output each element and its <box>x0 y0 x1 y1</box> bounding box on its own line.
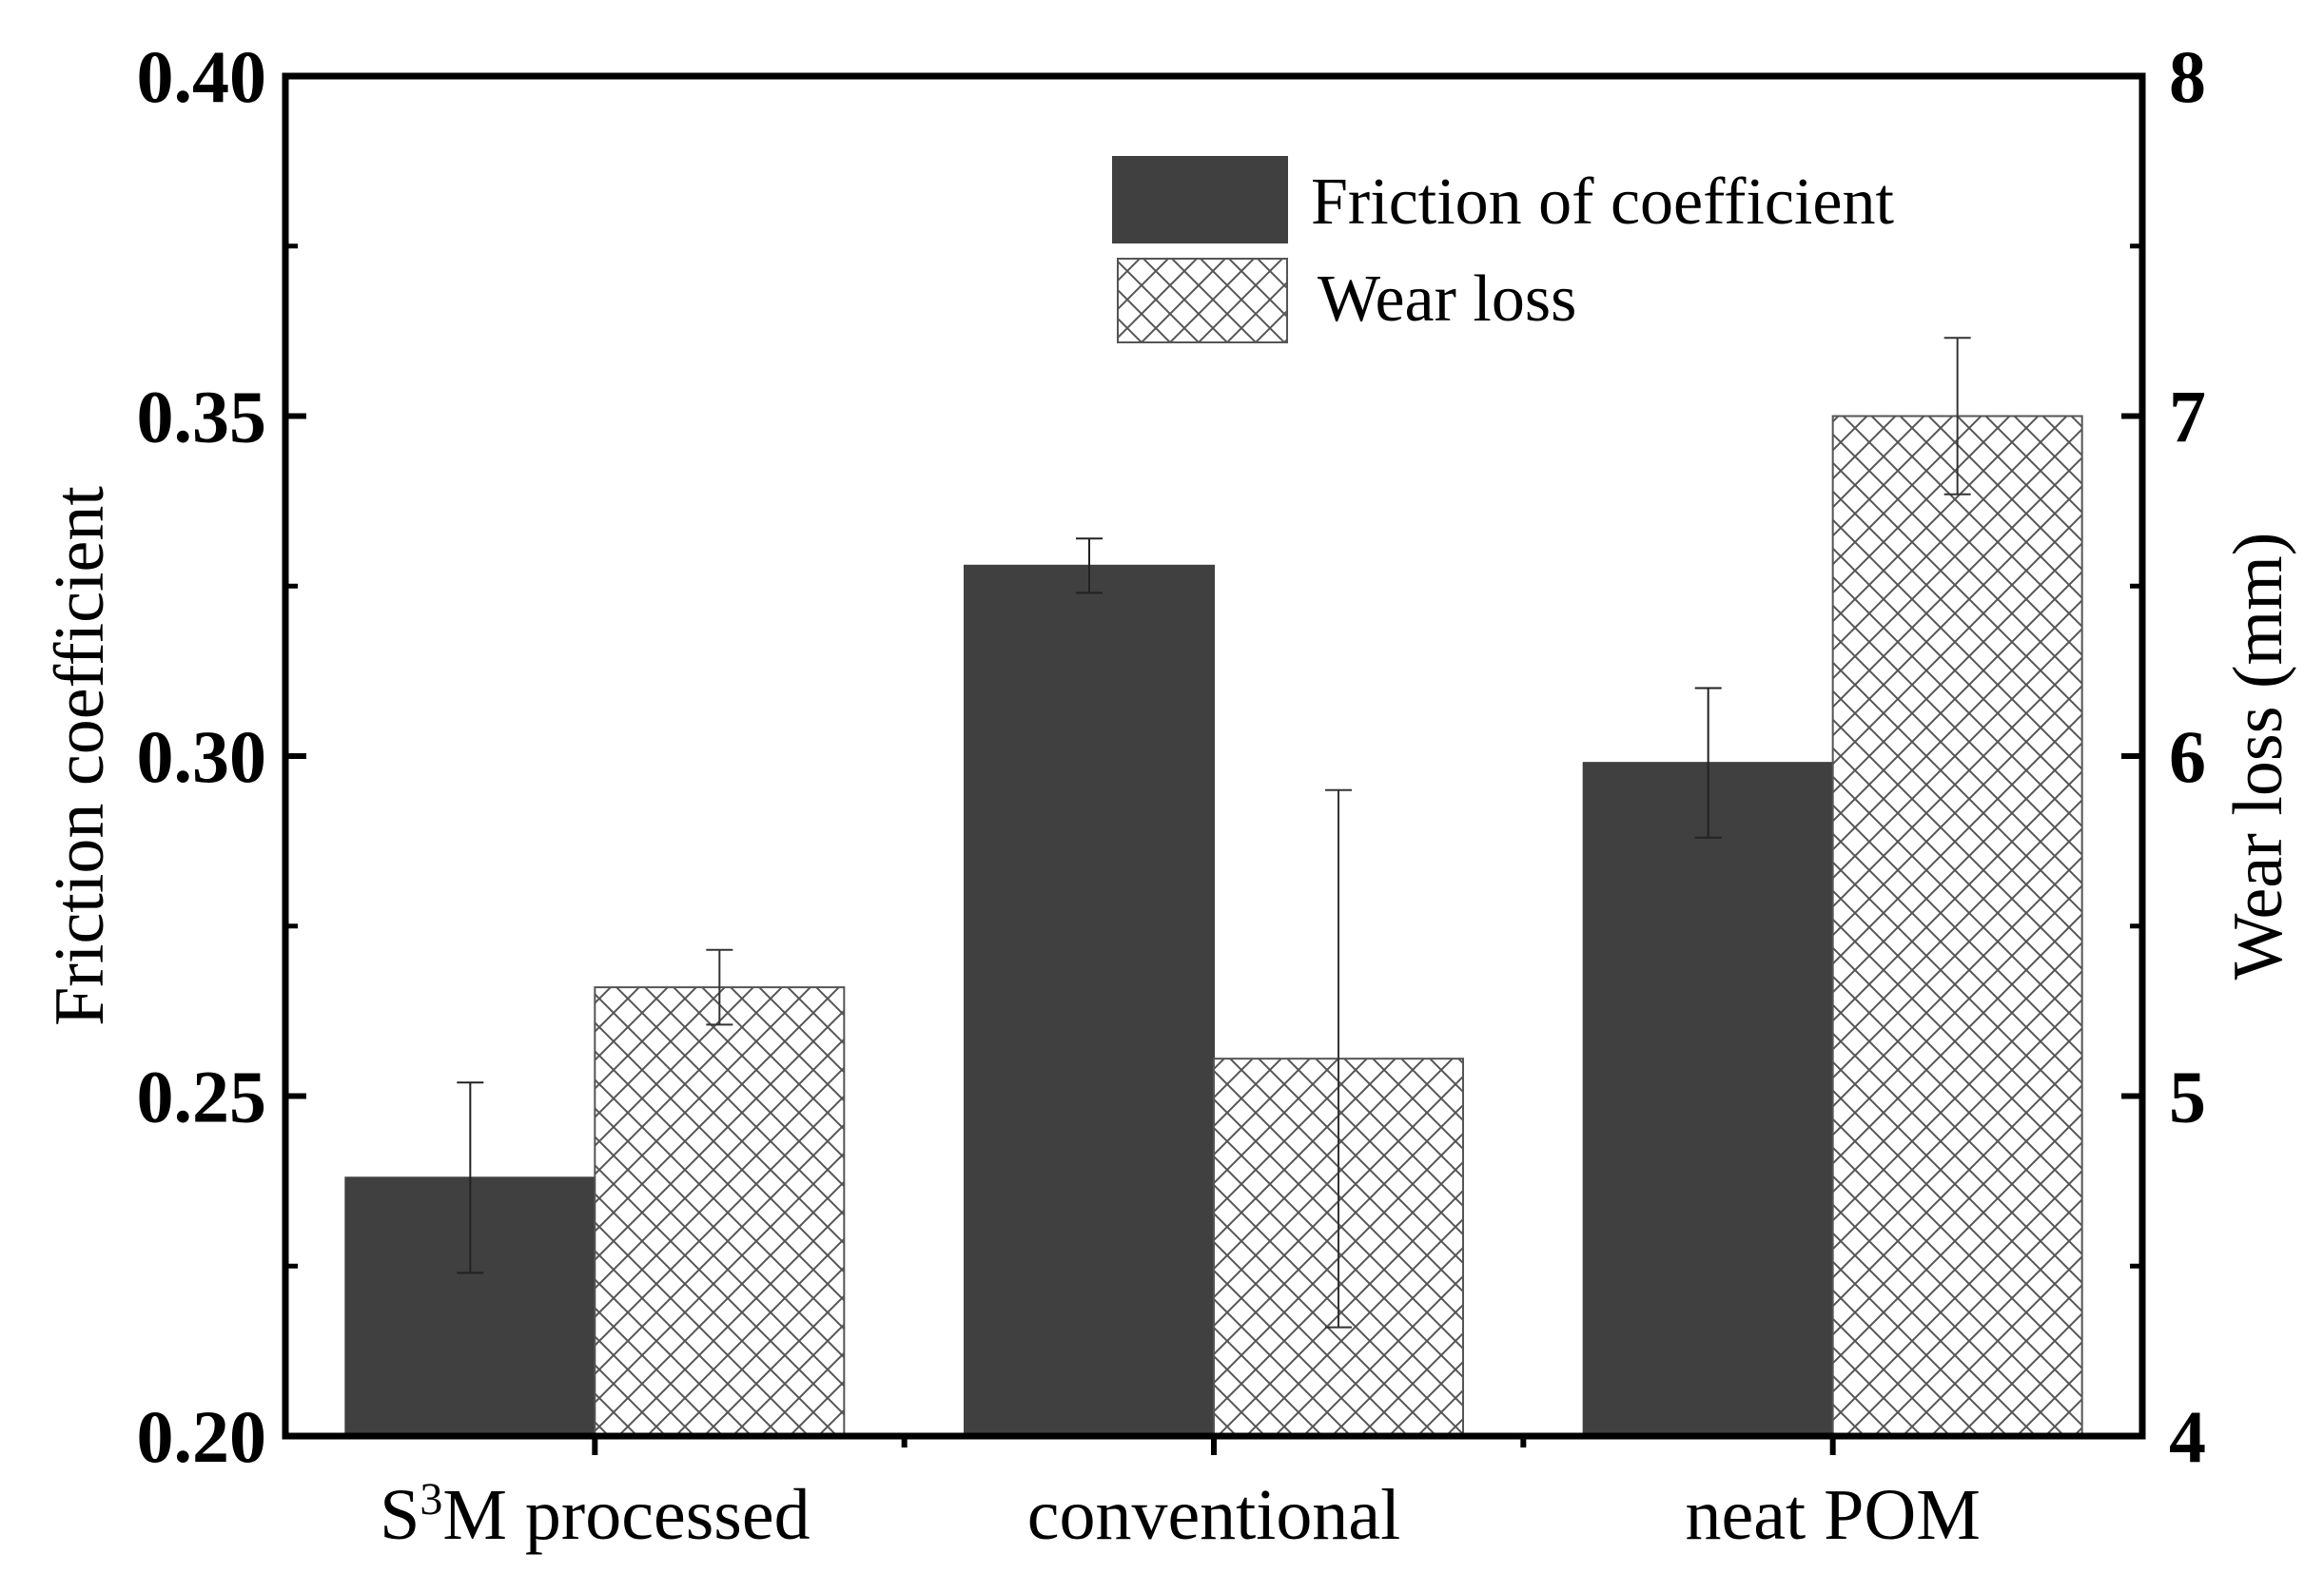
legend-swatch-wear <box>1117 258 1288 343</box>
legend-label-wear: Wear loss <box>1318 262 1576 336</box>
error-bar-wear-1 <box>1325 788 1352 1329</box>
bar-wear-2 <box>1831 415 2083 1437</box>
legend: Friction of coefficient Wear loss <box>1112 156 1894 343</box>
error-bars-layer <box>457 337 1971 1329</box>
left-tick-label: 0.40 <box>137 35 267 118</box>
error-bar-friction-2 <box>1694 687 1722 839</box>
category-label: neat POM <box>1686 1475 1981 1555</box>
right-axis-title: Wear loss (mm) <box>2219 533 2297 981</box>
legend-swatch-friction <box>1112 156 1288 243</box>
right-tick-label: 6 <box>2169 715 2206 798</box>
right-tick-label: 7 <box>2169 376 2206 458</box>
bar-friction-2 <box>1582 762 1834 1437</box>
legend-label-friction: Friction of coefficient <box>1311 165 1894 239</box>
left-tick-label: 0.35 <box>137 376 267 458</box>
error-bar-friction-1 <box>1076 537 1103 594</box>
bars-layer <box>344 415 2083 1438</box>
axis-labels-layer: 0.20 0.25 0.30 0.35 0.40 4 5 6 7 8 S3M processed co… <box>137 35 2207 1555</box>
right-tick-label: 5 <box>2169 1056 2206 1138</box>
left-axis-title: Friction coefficient <box>41 486 119 1026</box>
left-tick-label: 0.20 <box>137 1395 267 1478</box>
right-tick-label: 8 <box>2169 35 2206 118</box>
error-bar-wear-2 <box>1943 337 1971 495</box>
axis-ticks-layer <box>285 73 2142 1455</box>
category-label: S3M processed <box>380 1474 810 1556</box>
error-bar-friction-0 <box>457 1081 484 1274</box>
left-tick-label: 0.30 <box>137 715 267 798</box>
left-tick-label: 0.25 <box>137 1056 267 1138</box>
error-bar-wear-0 <box>706 948 733 1026</box>
right-tick-label: 4 <box>2169 1395 2206 1478</box>
category-label: conventional <box>1027 1475 1401 1555</box>
bar-friction-1 <box>964 564 1215 1437</box>
bar-wear-0 <box>594 986 846 1437</box>
